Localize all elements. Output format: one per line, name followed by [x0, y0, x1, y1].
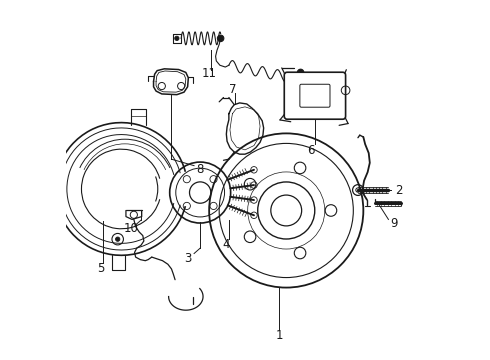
Text: 1: 1	[275, 329, 283, 342]
Text: 10: 10	[123, 222, 138, 235]
FancyBboxPatch shape	[300, 84, 330, 107]
Text: 2: 2	[395, 184, 403, 197]
Text: 8: 8	[196, 163, 204, 176]
Circle shape	[175, 36, 179, 41]
Text: 5: 5	[97, 262, 104, 275]
Circle shape	[218, 35, 224, 41]
Circle shape	[116, 237, 120, 241]
Text: 7: 7	[229, 83, 236, 96]
Text: 9: 9	[390, 216, 398, 230]
Circle shape	[297, 69, 304, 76]
FancyBboxPatch shape	[284, 72, 345, 119]
Text: 6: 6	[308, 144, 315, 157]
Text: 11: 11	[202, 67, 217, 80]
Text: 3: 3	[185, 252, 192, 265]
Text: 4: 4	[222, 238, 230, 251]
